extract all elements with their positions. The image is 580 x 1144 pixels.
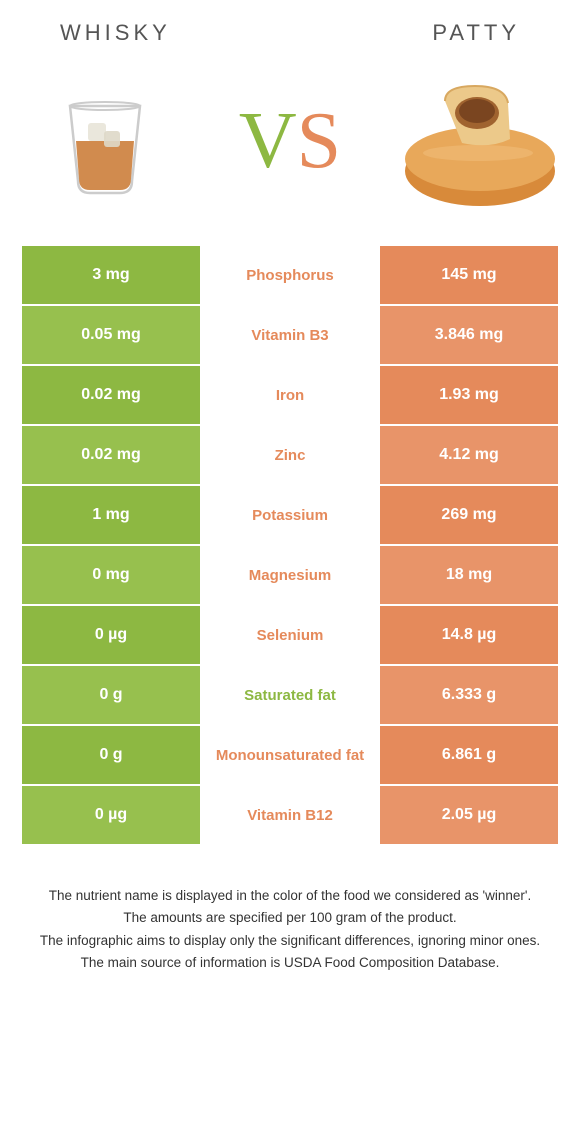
right-value: 4.12 mg (380, 426, 558, 484)
right-value: 2.05 µg (380, 786, 558, 844)
nutrient-label: Vitamin B12 (200, 786, 380, 844)
right-value: 269 mg (380, 486, 558, 544)
table-row: 0 µgVitamin B122.05 µg (22, 786, 558, 844)
left-value: 0.05 mg (22, 306, 200, 364)
right-value: 3.846 mg (380, 306, 558, 364)
footer-line: The infographic aims to display only the… (30, 931, 550, 951)
left-value: 0.02 mg (22, 426, 200, 484)
table-row: 0 gSaturated fat6.333 g (22, 666, 558, 724)
right-value: 6.861 g (380, 726, 558, 784)
right-value: 1.93 mg (380, 366, 558, 424)
right-food-label: PATTY (432, 20, 520, 46)
left-value: 3 mg (22, 246, 200, 304)
right-value: 145 mg (380, 246, 558, 304)
nutrient-label: Magnesium (200, 546, 380, 604)
right-value: 18 mg (380, 546, 558, 604)
table-row: 3 mgPhosphorus145 mg (22, 246, 558, 304)
nutrient-label: Phosphorus (200, 246, 380, 304)
table-row: 0 µgSelenium14.8 µg (22, 606, 558, 664)
nutrient-label: Monounsaturated fat (200, 726, 380, 784)
vs-v-letter: V (239, 101, 297, 181)
vs-label: VS (190, 101, 390, 181)
nutrient-label: Iron (200, 366, 380, 424)
left-value: 0 mg (22, 546, 200, 604)
left-value: 0 µg (22, 786, 200, 844)
nutrient-label: Saturated fat (200, 666, 380, 724)
left-value: 0 g (22, 666, 200, 724)
patty-image (390, 66, 560, 216)
table-row: 0.02 mgZinc4.12 mg (22, 426, 558, 484)
footer-notes: The nutrient name is displayed in the co… (0, 846, 580, 1005)
nutrient-label: Zinc (200, 426, 380, 484)
right-value: 6.333 g (380, 666, 558, 724)
footer-line: The amounts are specified per 100 gram o… (30, 908, 550, 928)
whisky-image (20, 66, 190, 216)
table-row: 0.05 mgVitamin B33.846 mg (22, 306, 558, 364)
left-value: 0.02 mg (22, 366, 200, 424)
table-row: 0 mgMagnesium18 mg (22, 546, 558, 604)
vs-s-letter: S (297, 101, 342, 181)
table-row: 0 gMonounsaturated fat6.861 g (22, 726, 558, 784)
left-food-label: WHISKY (60, 20, 171, 46)
footer-line: The main source of information is USDA F… (30, 953, 550, 973)
nutrient-label: Potassium (200, 486, 380, 544)
table-row: 1 mgPotassium269 mg (22, 486, 558, 544)
table-row: 0.02 mgIron1.93 mg (22, 366, 558, 424)
footer-line: The nutrient name is displayed in the co… (30, 886, 550, 906)
left-value: 1 mg (22, 486, 200, 544)
nutrient-label: Vitamin B3 (200, 306, 380, 364)
images-row: VS (0, 56, 580, 246)
nutrient-table: 3 mgPhosphorus145 mg0.05 mgVitamin B33.8… (0, 246, 580, 844)
nutrient-label: Selenium (200, 606, 380, 664)
left-value: 0 µg (22, 606, 200, 664)
right-value: 14.8 µg (380, 606, 558, 664)
header: WHISKY PATTY (0, 0, 580, 56)
left-value: 0 g (22, 726, 200, 784)
